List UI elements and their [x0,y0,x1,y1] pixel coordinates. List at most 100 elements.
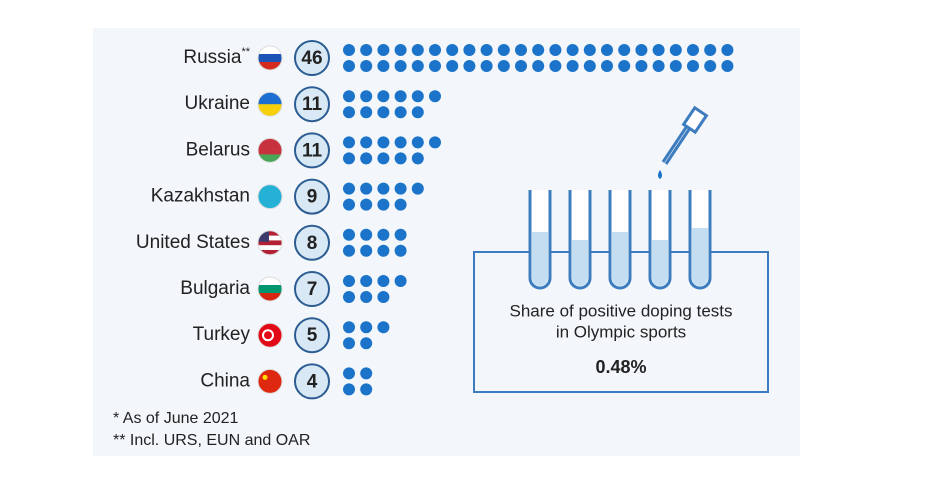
flag-border [257,184,283,210]
dot [721,44,734,56]
dot [377,90,390,103]
dot [497,44,510,56]
dot [394,152,407,165]
dot [549,44,562,56]
dot [377,198,390,211]
flag-canton [258,230,269,242]
dot [704,60,717,72]
flag-stripe [258,285,282,294]
dot [343,275,355,287]
dot [463,44,476,56]
dot [721,60,734,72]
dot [360,367,373,380]
dot [377,44,390,56]
dot [429,60,441,72]
dot [360,152,373,165]
flag-stripe [258,110,282,117]
dot [704,44,717,56]
dot [360,136,373,149]
dot [394,44,407,56]
dot [583,60,596,72]
test-tubes [473,105,769,393]
dot [360,60,373,72]
category-name: United States [136,232,250,253]
value-label: 46 [301,48,322,69]
category-label: Turkey [193,324,251,345]
dot [601,44,613,56]
dot [515,44,527,56]
dot [411,182,424,195]
category-label: United States [136,232,250,253]
dot [429,90,441,103]
flag-border [257,230,283,256]
flag-stripe [258,250,282,255]
category-label: China [200,370,250,391]
dot [411,90,424,103]
dot [377,275,390,287]
dot [360,291,373,303]
dot [343,321,355,334]
flag-border [257,322,283,348]
dot [343,90,355,103]
dot [411,44,424,56]
dot [343,244,355,257]
value-label: 11 [302,140,323,161]
dot [635,60,648,72]
dot [343,60,355,72]
dot [360,44,373,56]
dot [343,337,355,350]
flag-stripe [258,46,282,55]
dot [635,44,648,56]
flag [258,46,282,70]
flag-border [257,137,283,163]
flag [258,323,282,348]
dot [532,44,545,56]
category-label: Russia** [183,46,250,68]
dot [360,182,373,195]
dot [394,228,407,241]
dot [343,383,355,396]
footnote: ** Incl. URS, EUN and OAR [113,432,310,449]
category-name: Kazakhstan [151,186,250,207]
category-name: Bulgaria [180,278,250,299]
dot [343,106,355,119]
flag [258,369,282,394]
value-badge [294,40,330,76]
value-badge [294,178,330,215]
flag [258,184,282,209]
flag-stripe [258,240,282,246]
value-badge [294,317,330,354]
dot [377,182,390,195]
flag-border [257,276,283,302]
category-label: Ukraine [185,93,250,114]
dot [394,90,407,103]
flag-stripe [258,146,282,155]
flag-border [257,368,283,394]
dot [429,136,441,149]
dot [394,244,407,257]
dot [377,60,390,72]
category-name: China [200,370,250,391]
dot [687,60,699,72]
dot [669,60,682,72]
dot [566,60,579,72]
dot [669,44,682,56]
footnote-marker: ** [241,46,250,58]
panel-text: in Olympic sports [556,322,686,341]
flag-crescent [262,329,274,342]
dot [377,244,390,257]
category-name: Belarus [186,139,250,160]
flag-stripe [258,293,282,301]
dot [360,198,373,211]
dot [601,60,613,72]
value-badge [294,271,330,307]
dot [583,44,596,56]
dot [566,44,579,56]
dot [687,44,699,56]
value-badge [294,363,330,400]
dot [515,60,527,72]
dot [446,44,459,56]
dot [343,198,355,211]
value-badge [294,132,330,169]
value-label: 5 [307,325,318,346]
